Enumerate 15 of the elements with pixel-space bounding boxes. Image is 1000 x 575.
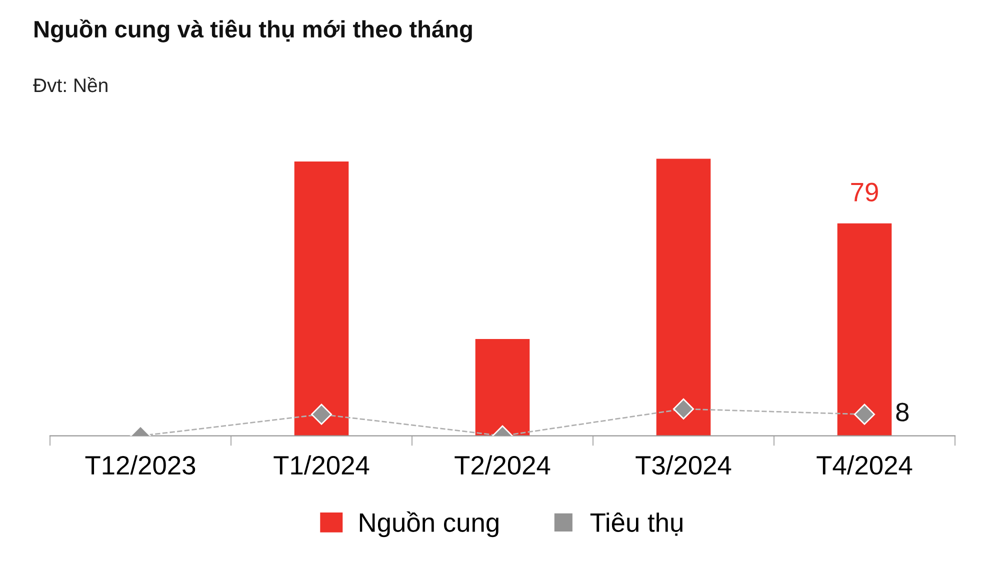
chart-subtitle: Đvt: Nền bbox=[33, 77, 108, 92]
data-label: 79 bbox=[851, 182, 878, 202]
x-tick-label: T12/2023 bbox=[85, 455, 196, 475]
bar bbox=[656, 158, 711, 436]
chart-title: Nguồn cung và tiêu thụ mới theo tháng bbox=[34, 19, 472, 42]
legend-label: Nguồn cung bbox=[360, 511, 498, 538]
bar bbox=[475, 339, 530, 436]
x-tick-label: T3/2024 bbox=[636, 455, 732, 475]
x-tick-label: T4/2024 bbox=[816, 455, 912, 475]
bar bbox=[294, 161, 349, 436]
x-tick-label: T2/2024 bbox=[454, 455, 550, 475]
data-label: 8 bbox=[896, 402, 909, 422]
bar bbox=[837, 223, 892, 436]
legend-label: Tiêu thụ bbox=[590, 512, 682, 536]
x-tick-label: T1/2024 bbox=[274, 455, 370, 475]
